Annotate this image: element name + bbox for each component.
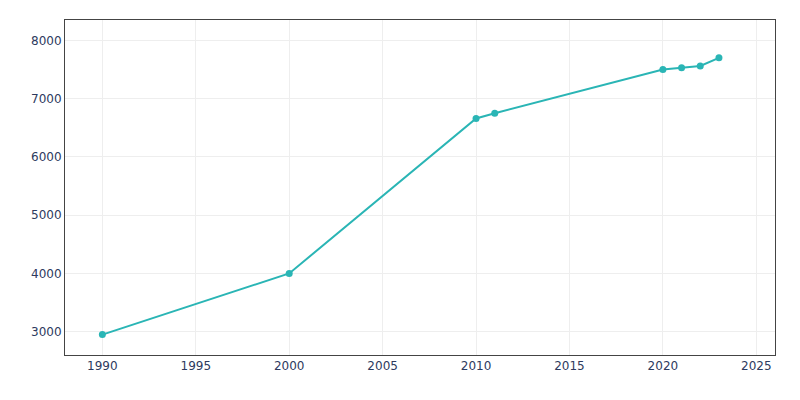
svg-text:3000: 3000: [31, 325, 62, 339]
svg-text:7000: 7000: [31, 92, 62, 106]
svg-text:1990: 1990: [87, 359, 118, 373]
svg-text:2025: 2025: [741, 359, 772, 373]
svg-text:6000: 6000: [31, 150, 62, 164]
svg-text:8000: 8000: [31, 34, 62, 48]
svg-text:2010: 2010: [461, 359, 492, 373]
svg-text:4000: 4000: [31, 267, 62, 281]
svg-text:2020: 2020: [648, 359, 679, 373]
svg-text:2015: 2015: [554, 359, 585, 373]
svg-text:2005: 2005: [367, 359, 398, 373]
svg-text:2000: 2000: [274, 359, 305, 373]
svg-text:5000: 5000: [31, 208, 62, 222]
svg-text:1995: 1995: [181, 359, 212, 373]
